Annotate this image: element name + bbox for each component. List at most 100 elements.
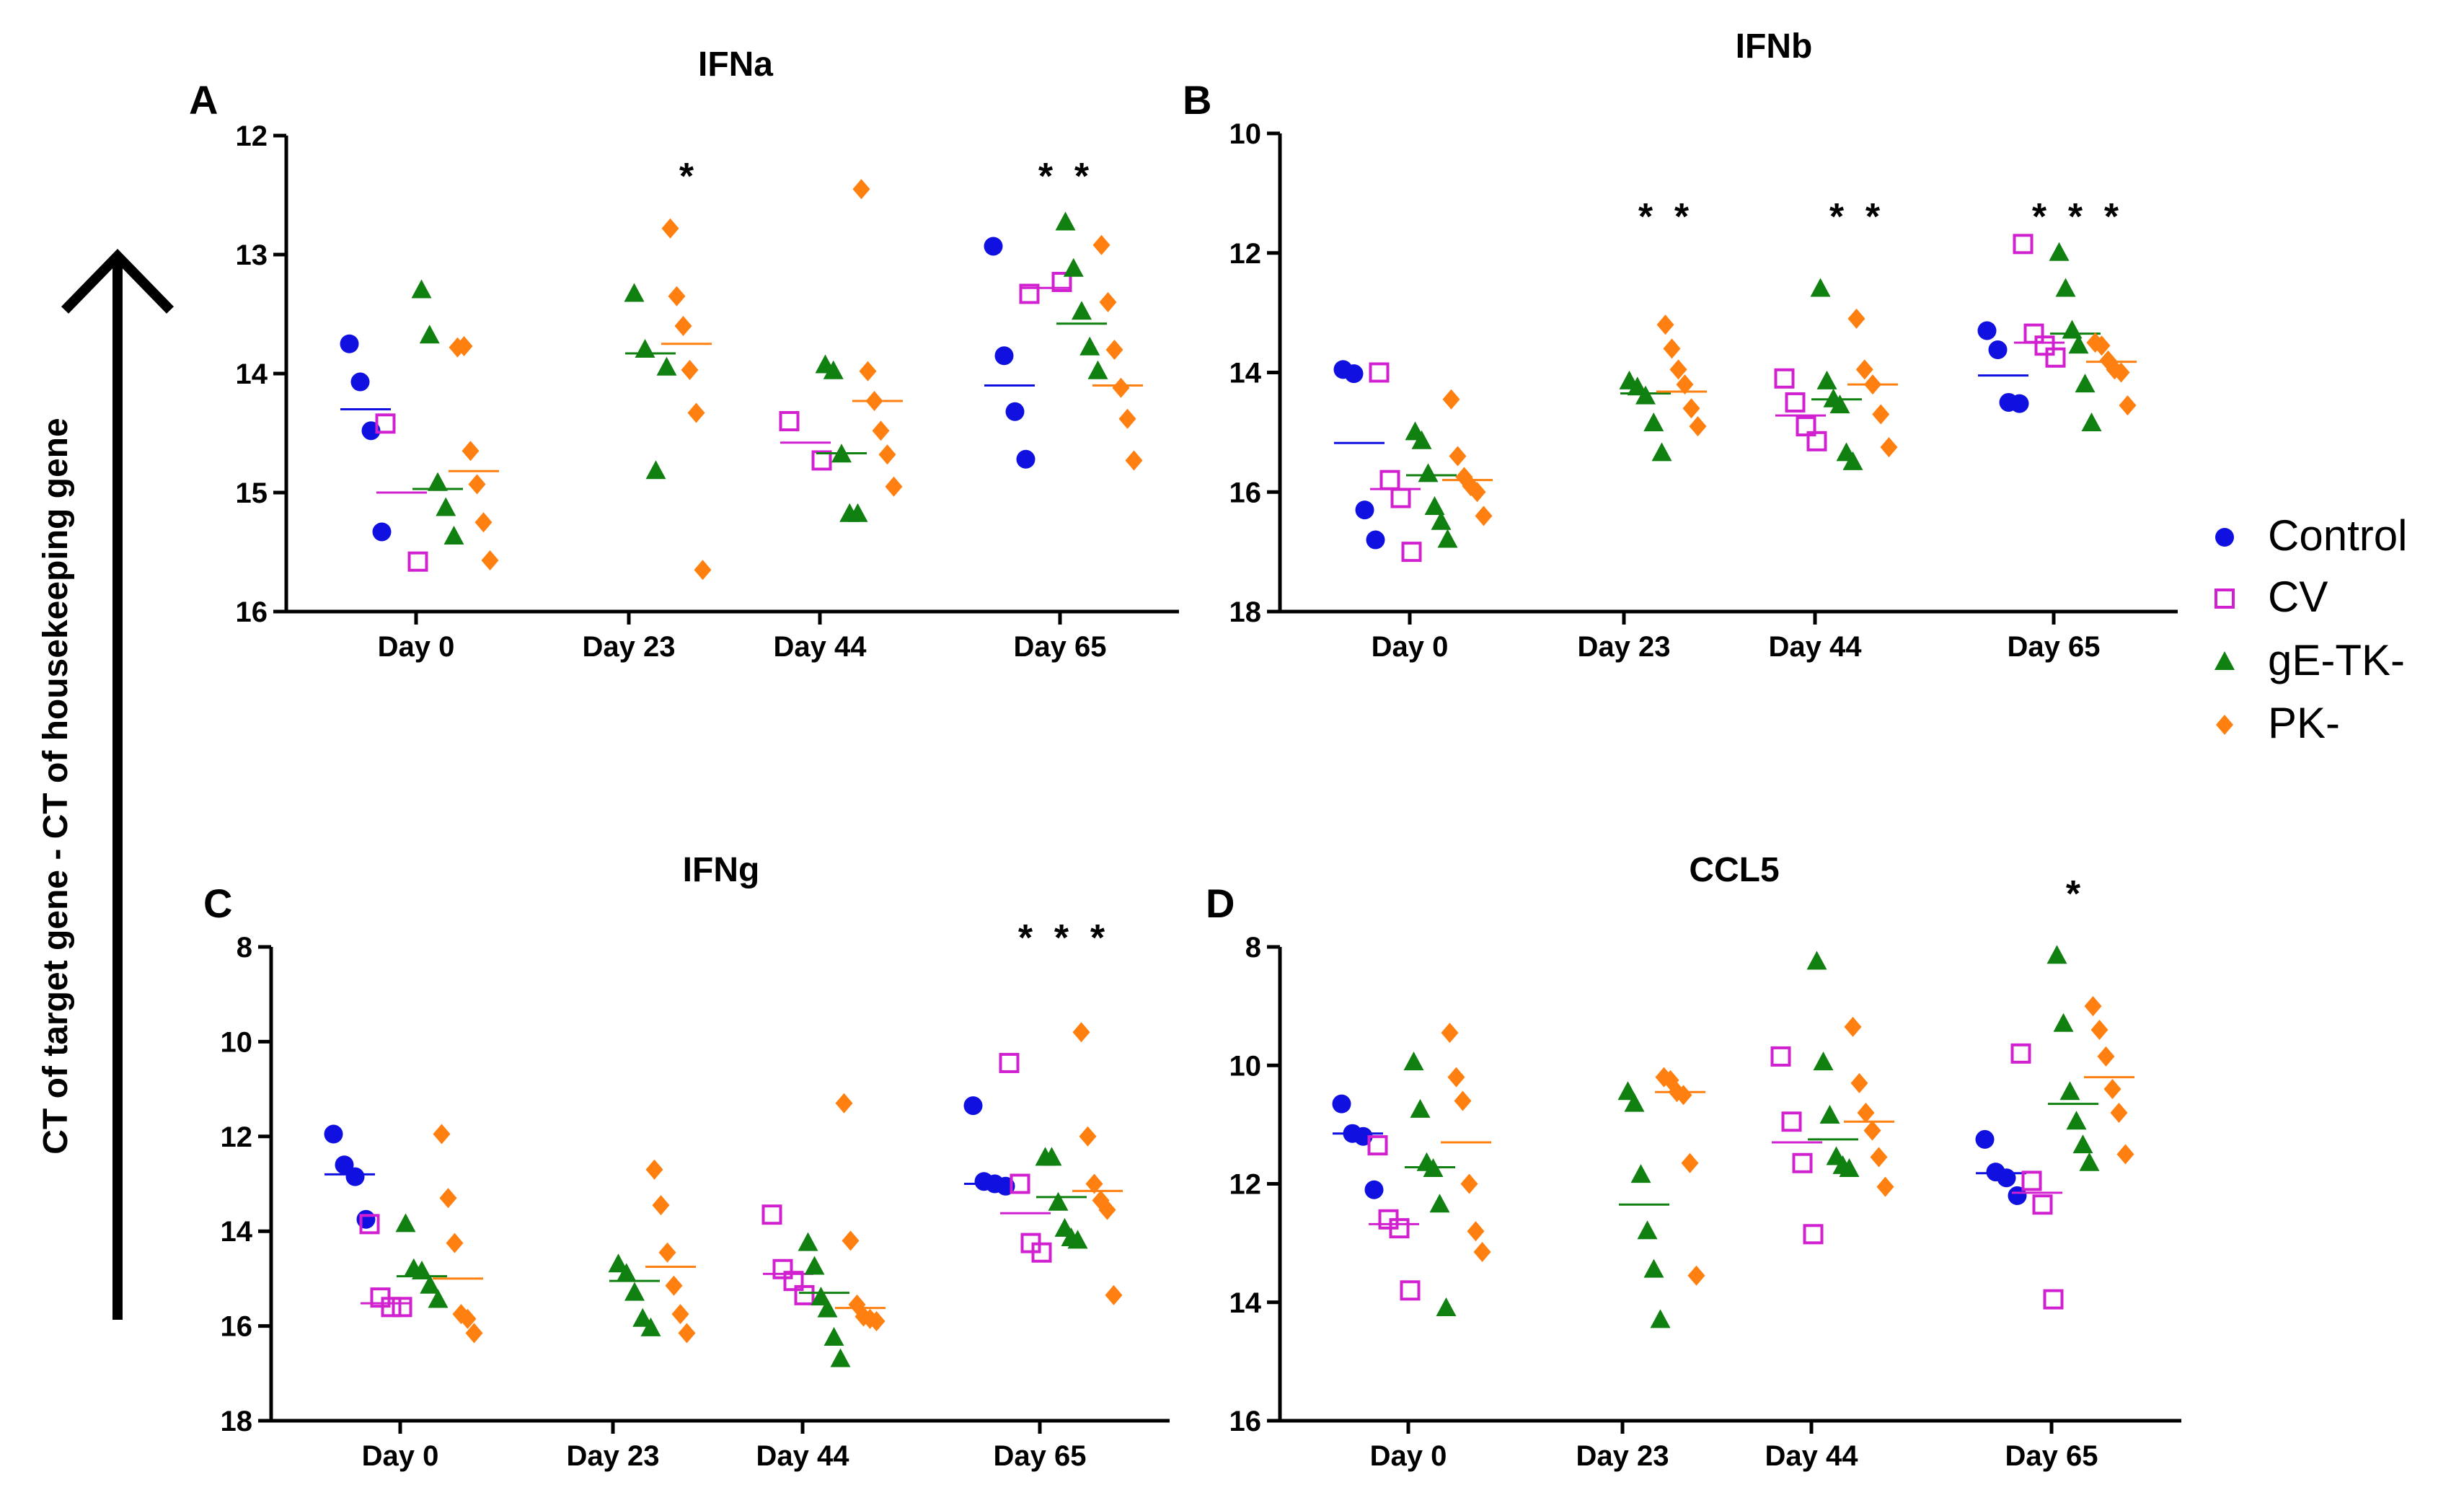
data-point — [994, 346, 1014, 366]
data-point — [2112, 362, 2130, 383]
data-point — [340, 334, 359, 353]
legend-item-PK-: PK- — [2216, 699, 2340, 747]
data-point — [2062, 319, 2083, 339]
data-point — [1682, 398, 1700, 419]
data-point — [2090, 1019, 2108, 1040]
series-gE-TK- — [395, 1147, 1088, 1367]
data-point — [1460, 1173, 1478, 1194]
significance-star: * — [679, 156, 694, 198]
data-point — [1844, 1016, 1862, 1037]
data-point — [872, 420, 890, 441]
data-point — [2010, 394, 2029, 413]
significance-star: * — [1038, 156, 1054, 198]
data-point — [1355, 501, 1374, 520]
data-point — [1010, 1173, 1030, 1194]
data-point — [1105, 340, 1123, 360]
data-point — [2116, 1144, 2134, 1165]
data-point — [433, 1124, 451, 1145]
data-point — [772, 1258, 793, 1279]
data-point — [1072, 1022, 1090, 1043]
data-point — [1400, 1280, 1421, 1301]
data-point — [2043, 1289, 2064, 1310]
data-point — [1441, 1023, 1459, 1044]
data-point — [356, 1209, 376, 1229]
y-tick-label: 14 — [236, 358, 268, 390]
data-point — [395, 1213, 416, 1233]
y-axis-arrow — [61, 248, 175, 1320]
data-point — [1436, 1297, 1457, 1316]
y-tick-label: 16 — [221, 1311, 253, 1343]
data-point — [359, 1214, 380, 1235]
data-point — [963, 1096, 983, 1116]
data-point — [2059, 1081, 2080, 1101]
data-point — [624, 283, 645, 302]
y-tick-label: 12 — [1229, 1169, 1262, 1201]
y-tick-label: 14 — [1229, 358, 1262, 389]
data-point — [407, 551, 428, 572]
data-point — [1785, 392, 1806, 413]
data-point — [1099, 292, 1117, 312]
data-point — [1689, 416, 1707, 437]
data-point — [1637, 1220, 1658, 1240]
y-tick-label: 14 — [221, 1216, 253, 1248]
data-point — [446, 1233, 464, 1253]
data-point — [1403, 1051, 1424, 1071]
series-PK- — [1442, 308, 2137, 526]
data-point — [345, 1167, 365, 1186]
data-point — [835, 1093, 853, 1114]
significance-star: * — [2032, 196, 2047, 238]
data-point — [1650, 1309, 1671, 1328]
data-point — [1447, 1067, 1465, 1088]
y-axis-label: CT of target gene - CT of housekeeping g… — [37, 418, 75, 1154]
data-point — [1369, 362, 1390, 383]
y-tick-label: 15 — [236, 477, 268, 509]
y-tick-label: 12 — [236, 120, 268, 152]
data-point — [1796, 416, 1816, 437]
data-point — [811, 1287, 831, 1306]
y-tick-label: 10 — [1229, 118, 1262, 150]
data-point — [1442, 389, 1460, 410]
data-point — [1005, 402, 1025, 421]
data-point — [1364, 1180, 1384, 1199]
data-point — [878, 444, 896, 465]
data-point — [645, 1159, 663, 1180]
data-point — [665, 1275, 683, 1296]
data-point — [1401, 542, 1422, 563]
data-point — [2068, 335, 2089, 354]
series-Control — [324, 1096, 1015, 1229]
data-point — [671, 1304, 689, 1325]
series-Control — [340, 237, 1036, 542]
data-point — [465, 1323, 483, 1344]
data-point — [1437, 529, 1458, 548]
significance-star: * — [2104, 196, 2119, 238]
legend-label: gE-TK- — [2268, 636, 2405, 684]
data-point — [1118, 408, 1136, 429]
legend-marker — [2216, 715, 2233, 735]
data-point — [2023, 323, 2044, 344]
data-point — [2032, 1194, 2053, 1215]
data-point — [661, 218, 679, 239]
series-PK- — [433, 1022, 1123, 1344]
panel-A: A IFNa 12 13 14 15 16 Day 0 Day 23 Day 44 Day 65 * *… — [189, 45, 1179, 663]
panel-letter: C — [203, 881, 232, 926]
legend-label: Control — [2268, 511, 2407, 560]
data-point — [1870, 1147, 1888, 1168]
data-point — [1656, 314, 1674, 335]
data-point — [2053, 1013, 2074, 1032]
data-point — [1635, 385, 1656, 405]
data-point — [1681, 1152, 1699, 1173]
x-tick-label: Day 0 — [362, 1440, 439, 1472]
data-point — [1669, 359, 1687, 380]
data-point — [847, 503, 868, 522]
panel-letter: D — [1206, 881, 1235, 926]
significance-star: * — [1674, 196, 1690, 238]
data-point — [1079, 1126, 1097, 1147]
data-point — [1816, 370, 1837, 389]
data-point — [428, 1289, 449, 1308]
data-point — [2034, 335, 2055, 356]
data-point — [481, 550, 499, 571]
data-point — [632, 1308, 653, 1327]
data-point — [1332, 1094, 1351, 1114]
y-tick-label: 10 — [1229, 1050, 1262, 1082]
data-point — [1839, 1158, 1860, 1177]
